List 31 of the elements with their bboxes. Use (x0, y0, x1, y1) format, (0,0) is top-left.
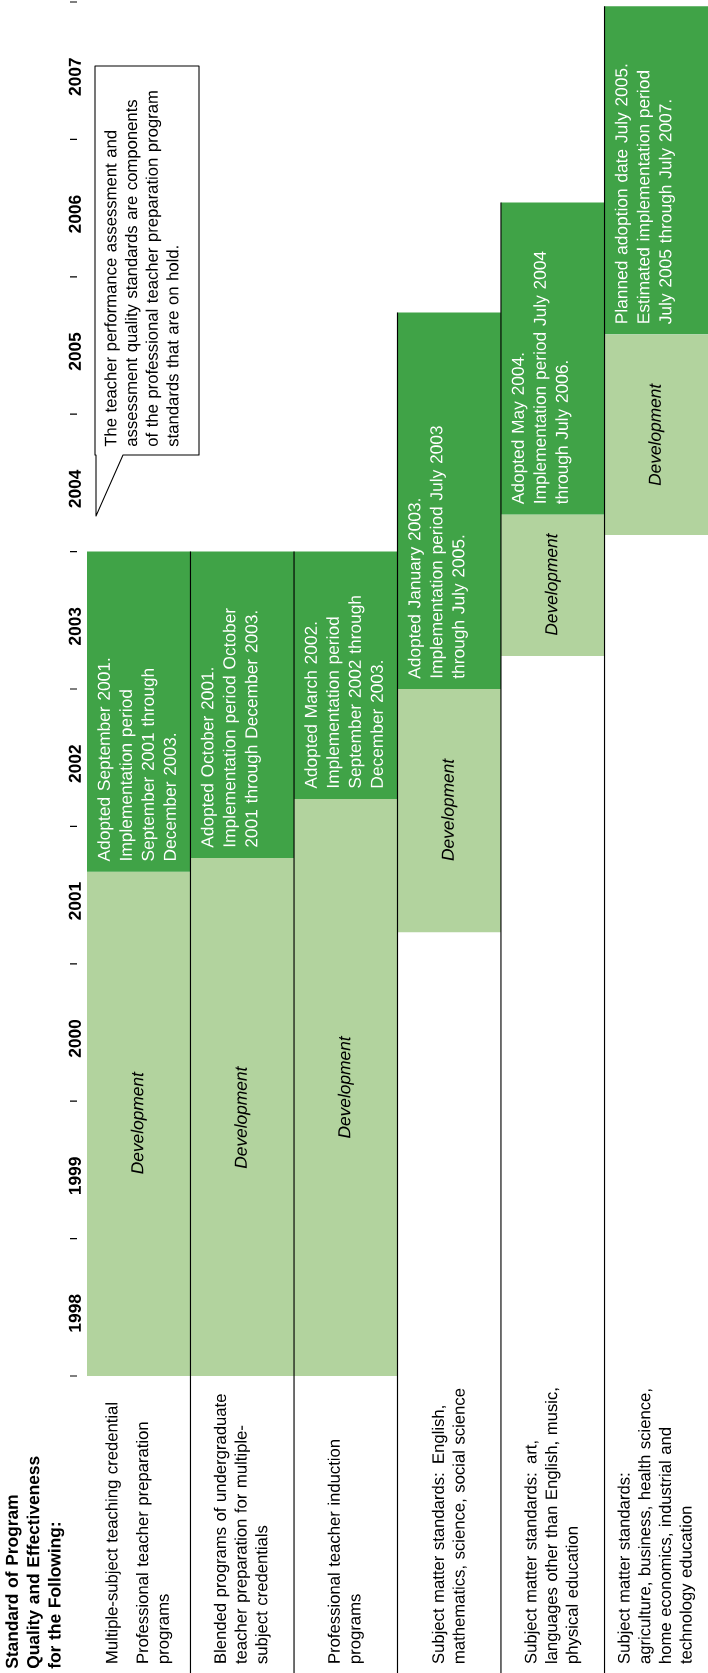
x-tick-label: Subject matter standards: art, languages other than English, music, physical education (524, 1388, 582, 1664)
y-tick-label: 2002 (68, 745, 81, 783)
data-label: Planned adoption date July 2005. Estimated implementation period July 2005 through July 2007. (614, 64, 675, 324)
annotation: The teacher performance assessment and assessment quality standards are components of the professional teacher preparation program standards that are on hold. (104, 91, 179, 447)
data-label: Development (544, 532, 561, 636)
data-label: Development (130, 1071, 147, 1174)
data-label: Development (234, 1066, 251, 1169)
y-tick-label: 2006 (68, 195, 81, 233)
x-tick-label: Subject matter standards: English, mathematics, science, social science (431, 1388, 467, 1664)
data-label: Adopted May 2004. Implementation period July 2004 through July 2006. (511, 251, 572, 505)
text: Professional teacher preparation programs (135, 1422, 173, 1663)
x-tick-label: Multiple-subject teaching credential (105, 1403, 121, 1663)
data-label: Development (337, 1035, 354, 1138)
y-tick-label: 1999 (68, 1157, 81, 1195)
y-tick-label: 2005 (68, 332, 81, 371)
y-tick-label: 1998 (68, 1294, 81, 1332)
x-tick-label: Subject matter standards: agriculture, business, health science, home economics, industrial and technology education (617, 1389, 696, 1664)
data-label: Development (441, 758, 458, 861)
y-tick-label: 2003 (68, 607, 81, 645)
data-label: Adopted March 2002. Implementation period September 2002 through December 2003. (304, 596, 383, 789)
data-label: Adopted January 2003. Implementation period July 2003 through July 2005. (407, 426, 468, 679)
y-tick-label: 2004 (68, 469, 81, 508)
data-label: Adopted September 2001. Implementation period September 2001 through December 2003. (97, 658, 176, 862)
x-tick-label: Professional teacher induction programs (327, 1440, 364, 1663)
y-tick-label: 2007 (68, 58, 81, 96)
y-axis-title: Standard of Program Quality and Effectiveness for the Following: (5, 1456, 65, 1669)
data-label: Development (648, 383, 665, 486)
y-tick-label: 2001 (68, 882, 81, 920)
x-tick-label: Blended programs of undergraduate teacher preparation for multiple-subject credentials (213, 1394, 271, 1664)
y-tick-label: 2000 (68, 1019, 81, 1058)
data-label: Adopted October 2001. Implementation period October 2001 through December 2003. (200, 608, 261, 848)
